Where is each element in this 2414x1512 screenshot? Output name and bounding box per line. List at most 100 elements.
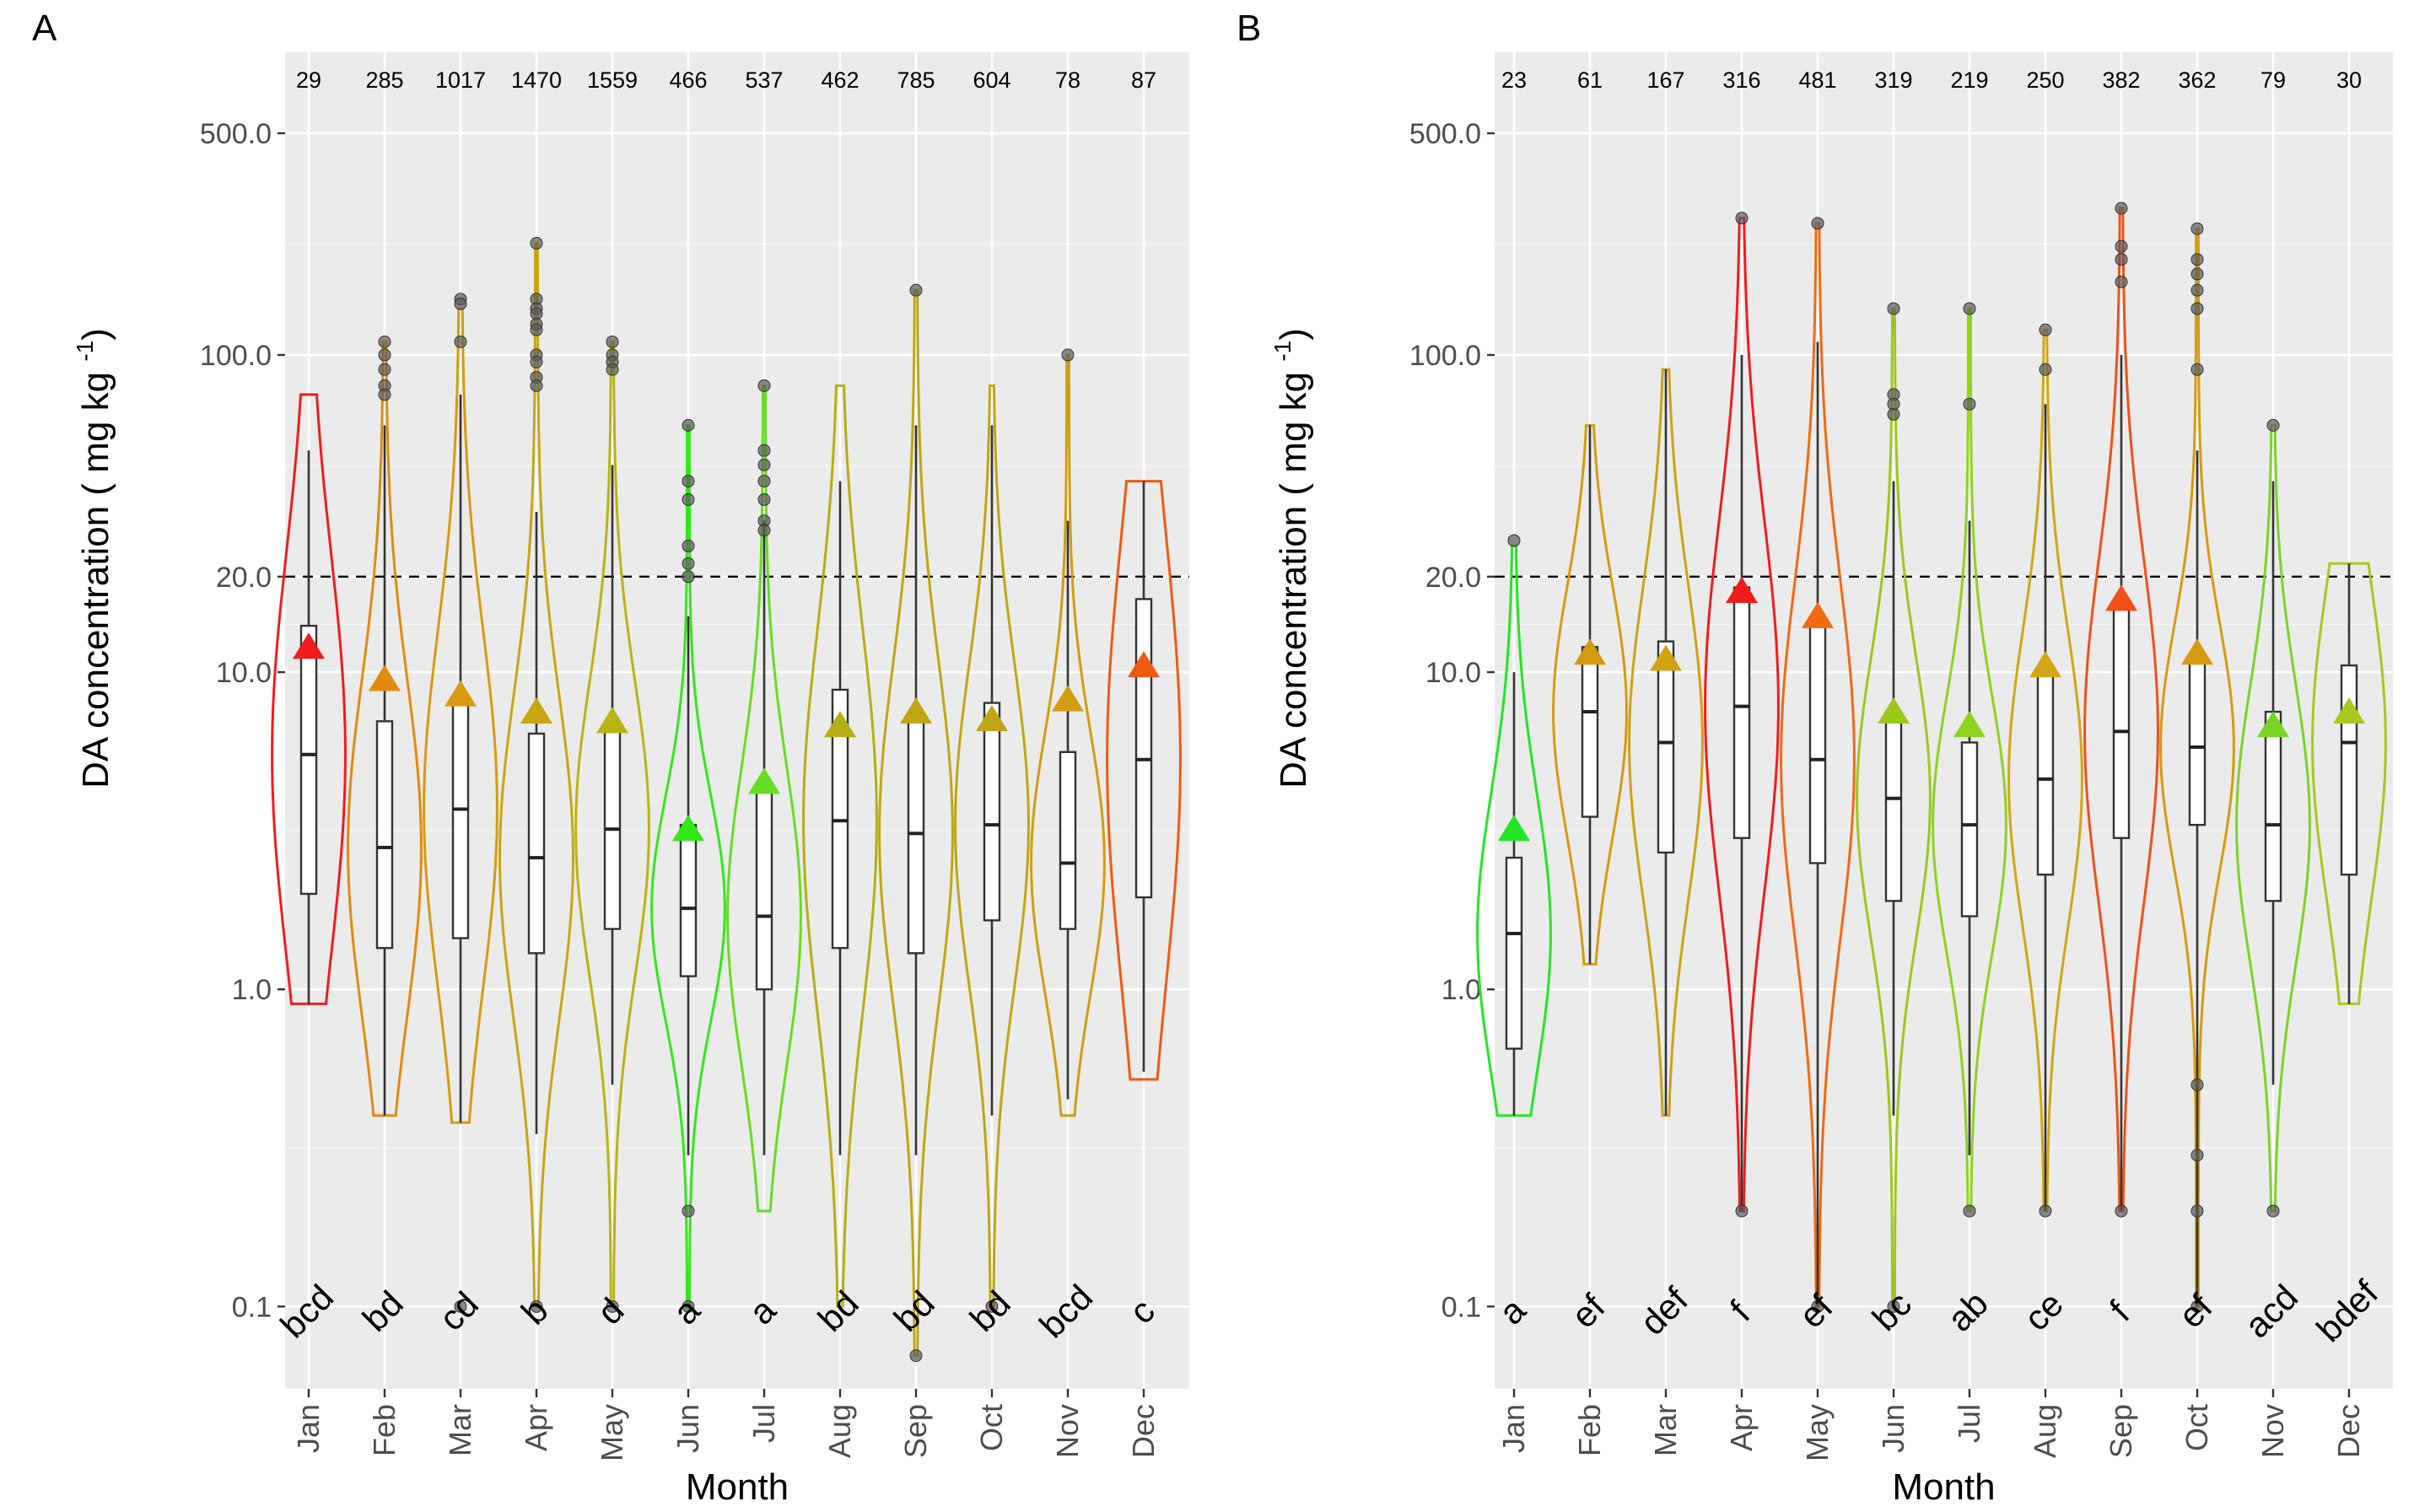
panel-b-outlier-may — [1811, 217, 1824, 230]
panel-b: B 0.11.010.020.0100.0500.023aJan61efFeb1… — [1237, 8, 2393, 1508]
panel-b-mean-marker-aug — [2029, 651, 2061, 678]
panel-b-y-axis-title-end: ) — [1273, 328, 1314, 341]
panel-b-box-apr — [1732, 586, 1751, 839]
panel-a-box-feb — [375, 720, 394, 950]
panel-a-mean-marker-mar — [445, 680, 477, 707]
panel-a-y-axis-title-main: DA concentration ( mg kg — [75, 362, 116, 788]
panel-a-outlier-nov — [1061, 348, 1075, 362]
panel-b-box-jan — [1505, 856, 1523, 1050]
panel-b-y-axis-title-superscript: -1 — [1269, 341, 1296, 362]
panel-b-count-sep: 382 — [2102, 67, 2140, 93]
panel-a-y-axis-title-end: ) — [75, 328, 116, 341]
panel-b-count-nov: 79 — [2260, 67, 2286, 93]
panel-b-count-jul: 219 — [1950, 67, 1988, 93]
panel-b-box-mar — [1657, 640, 1675, 854]
panel-b-y-axis-title: DA concentration ( mg kg -1) — [1269, 328, 1314, 788]
panel-a-outlier-apr — [530, 323, 543, 336]
panel-a-outlier-jul — [757, 492, 771, 506]
panel-a-outlier-jun — [682, 557, 695, 570]
panel-a-count-may: 1559 — [587, 67, 638, 93]
panel-b-ytick-label: 10.0 — [1425, 657, 1481, 689]
panel-b-count-mar: 167 — [1646, 67, 1684, 93]
panel-a-outlier-feb — [378, 348, 391, 362]
panel-a-xtick-label-aug: Aug — [822, 1404, 857, 1458]
panel-a-outlier-apr — [530, 355, 543, 369]
panel-a-xtick-label-oct: Oct — [974, 1404, 1009, 1451]
panel-a-ytick-label: 100.0 — [200, 340, 272, 372]
panel-a-xtick-label-nov: Nov — [1050, 1404, 1085, 1458]
panel-b-violin-mar — [1628, 368, 1704, 1117]
panel-a-ytick-label: 0.1 — [232, 1291, 272, 1323]
panel-a-xtick-label-jan: Jan — [291, 1404, 326, 1453]
panel-a-box-oct — [983, 702, 1001, 922]
panel-b-outlier-jun — [1887, 407, 1900, 421]
panel-a-mean-marker-aug — [824, 711, 856, 738]
panel-b-xtick-label-aug: Aug — [2028, 1404, 2062, 1458]
panel-a-count-apr: 1470 — [511, 67, 562, 93]
panel-a-xtick-label-jul: Jul — [746, 1404, 781, 1443]
panel-a-count-sep: 785 — [897, 67, 935, 93]
panel-a: A 0.11.010.020.0100.0500.029bcdJan285bdF… — [32, 8, 1189, 1508]
panel-a-xtick-label-jun: Jun — [671, 1404, 705, 1453]
panel-b-mean-marker-jan — [1498, 815, 1530, 842]
panel-b-xtick-label-dec: Dec — [2331, 1404, 2366, 1458]
panel-b-ytick-label: 0.1 — [1441, 1291, 1481, 1323]
panel-b-xtick-label-jan: Jan — [1496, 1404, 1531, 1453]
panel-b-xtick-label-sep: Sep — [2104, 1404, 2138, 1458]
panel-a-ytick-label: 20.0 — [216, 562, 272, 594]
panel-b-xtick-label-may: May — [1800, 1404, 1835, 1461]
panel-a-outlier-jun — [682, 1299, 695, 1313]
panel-a-outlier-jun — [682, 492, 695, 506]
panel-b-outlier-oct — [2190, 302, 2204, 315]
panel-b-ytick-label: 500.0 — [1409, 118, 1481, 150]
panel-b-box-feb — [1581, 646, 1599, 818]
panel-a-box-nov — [1059, 751, 1077, 930]
panel-b-outlier-oct — [2190, 253, 2204, 266]
panel-a-ytick-label: 500.0 — [200, 118, 272, 150]
panel-a-outlier-jun — [682, 1204, 695, 1218]
panel-b-outlier-jul — [1963, 397, 1976, 411]
panel-a-violin-aug — [802, 384, 878, 1308]
panel-b-outlier-may — [1811, 1299, 1824, 1313]
panel-a-mean-marker-sep — [900, 697, 932, 724]
panel-a-ytick-label: 1.0 — [232, 974, 272, 1006]
panel-b-mean-marker-dec — [2333, 697, 2365, 724]
panel-a-outlier-apr — [530, 1299, 543, 1313]
panel-a-outlier-apr — [530, 236, 543, 250]
panel-b-mean-marker-mar — [1650, 644, 1682, 671]
panel-a-box-jan — [299, 624, 318, 896]
panel-a-outlier-sep — [909, 1349, 923, 1363]
panel-b-box-may — [1808, 620, 1827, 864]
panel-b-box-jul — [1960, 741, 1979, 917]
panel-a-box-jun — [679, 823, 698, 977]
panel-b-outlier-jul — [1963, 302, 1976, 315]
panel-b-outlier-oct — [2190, 1299, 2204, 1313]
panel-a-outlier-may — [606, 1299, 619, 1313]
panel-a-outlier-mar — [454, 297, 467, 310]
panel-a-outlier-jun — [682, 539, 695, 552]
panel-b-xtick-label-jul: Jul — [1952, 1404, 1986, 1443]
panel-b-outlier-sep — [2115, 1204, 2128, 1218]
panel-b-outlier-aug — [2039, 363, 2052, 376]
panel-b-count-jan: 23 — [1501, 67, 1527, 93]
panel-a-xtick-label-apr: Apr — [519, 1404, 553, 1451]
panel-a-mean-marker-dec — [1128, 651, 1160, 678]
panel-b-mean-marker-nov — [2257, 711, 2289, 738]
panel-a-tag: A — [32, 8, 57, 49]
panel-a-outlier-jul — [757, 524, 771, 537]
panel-a-mean-marker-jun — [672, 815, 704, 842]
panel-a-outlier-jul — [757, 444, 771, 457]
panel-b-violin-feb — [1552, 423, 1628, 966]
panel-b-ytick-label: 100.0 — [1409, 340, 1481, 372]
panel-b-x-axis-title: Month — [1892, 1466, 1995, 1508]
panel-a-mean-marker-jul — [748, 767, 780, 794]
panel-b-ytick-label: 20.0 — [1425, 562, 1481, 594]
panel-b-xtick-label-mar: Mar — [1648, 1404, 1683, 1456]
panel-b-outlier-oct — [2190, 1204, 2204, 1218]
panel-b-count-feb: 61 — [1577, 67, 1603, 93]
panel-b-xtick-label-jun: Jun — [1876, 1404, 1910, 1453]
panel-b-xtick-label-nov: Nov — [2255, 1404, 2290, 1458]
panel-b-outlier-aug — [2039, 323, 2052, 336]
panel-a-box-dec — [1134, 598, 1153, 899]
